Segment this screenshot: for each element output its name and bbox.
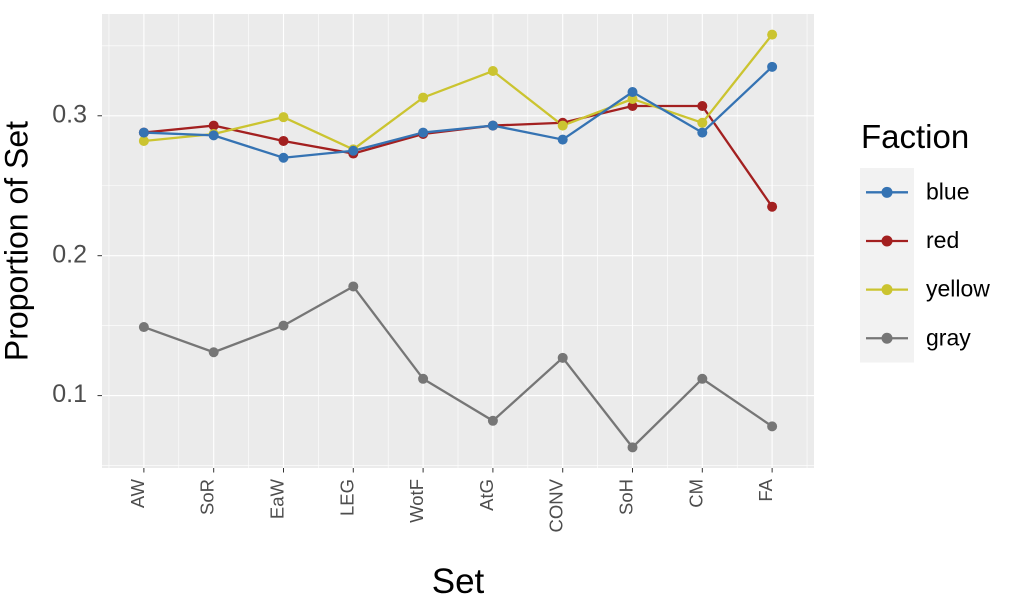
svg-text:CONV: CONV: [546, 478, 567, 532]
svg-text:SoR: SoR: [197, 479, 218, 515]
svg-text:AW: AW: [127, 478, 148, 508]
svg-text:EaW: EaW: [266, 478, 287, 519]
svg-text:blue: blue: [926, 178, 969, 204]
svg-text:0.2: 0.2: [52, 240, 87, 268]
svg-text:AtG: AtG: [476, 479, 497, 511]
svg-text:yellow: yellow: [926, 276, 990, 302]
svg-text:0.3: 0.3: [52, 100, 87, 128]
svg-text:LEG: LEG: [336, 479, 357, 516]
svg-text:SoH: SoH: [616, 479, 637, 515]
svg-text:WotF: WotF: [406, 479, 427, 523]
svg-text:CM: CM: [685, 479, 706, 508]
svg-text:FA: FA: [755, 478, 776, 501]
svg-text:gray: gray: [926, 324, 971, 350]
svg-text:Faction: Faction: [861, 118, 969, 155]
svg-text:red: red: [926, 227, 959, 253]
svg-text:0.1: 0.1: [52, 380, 87, 408]
